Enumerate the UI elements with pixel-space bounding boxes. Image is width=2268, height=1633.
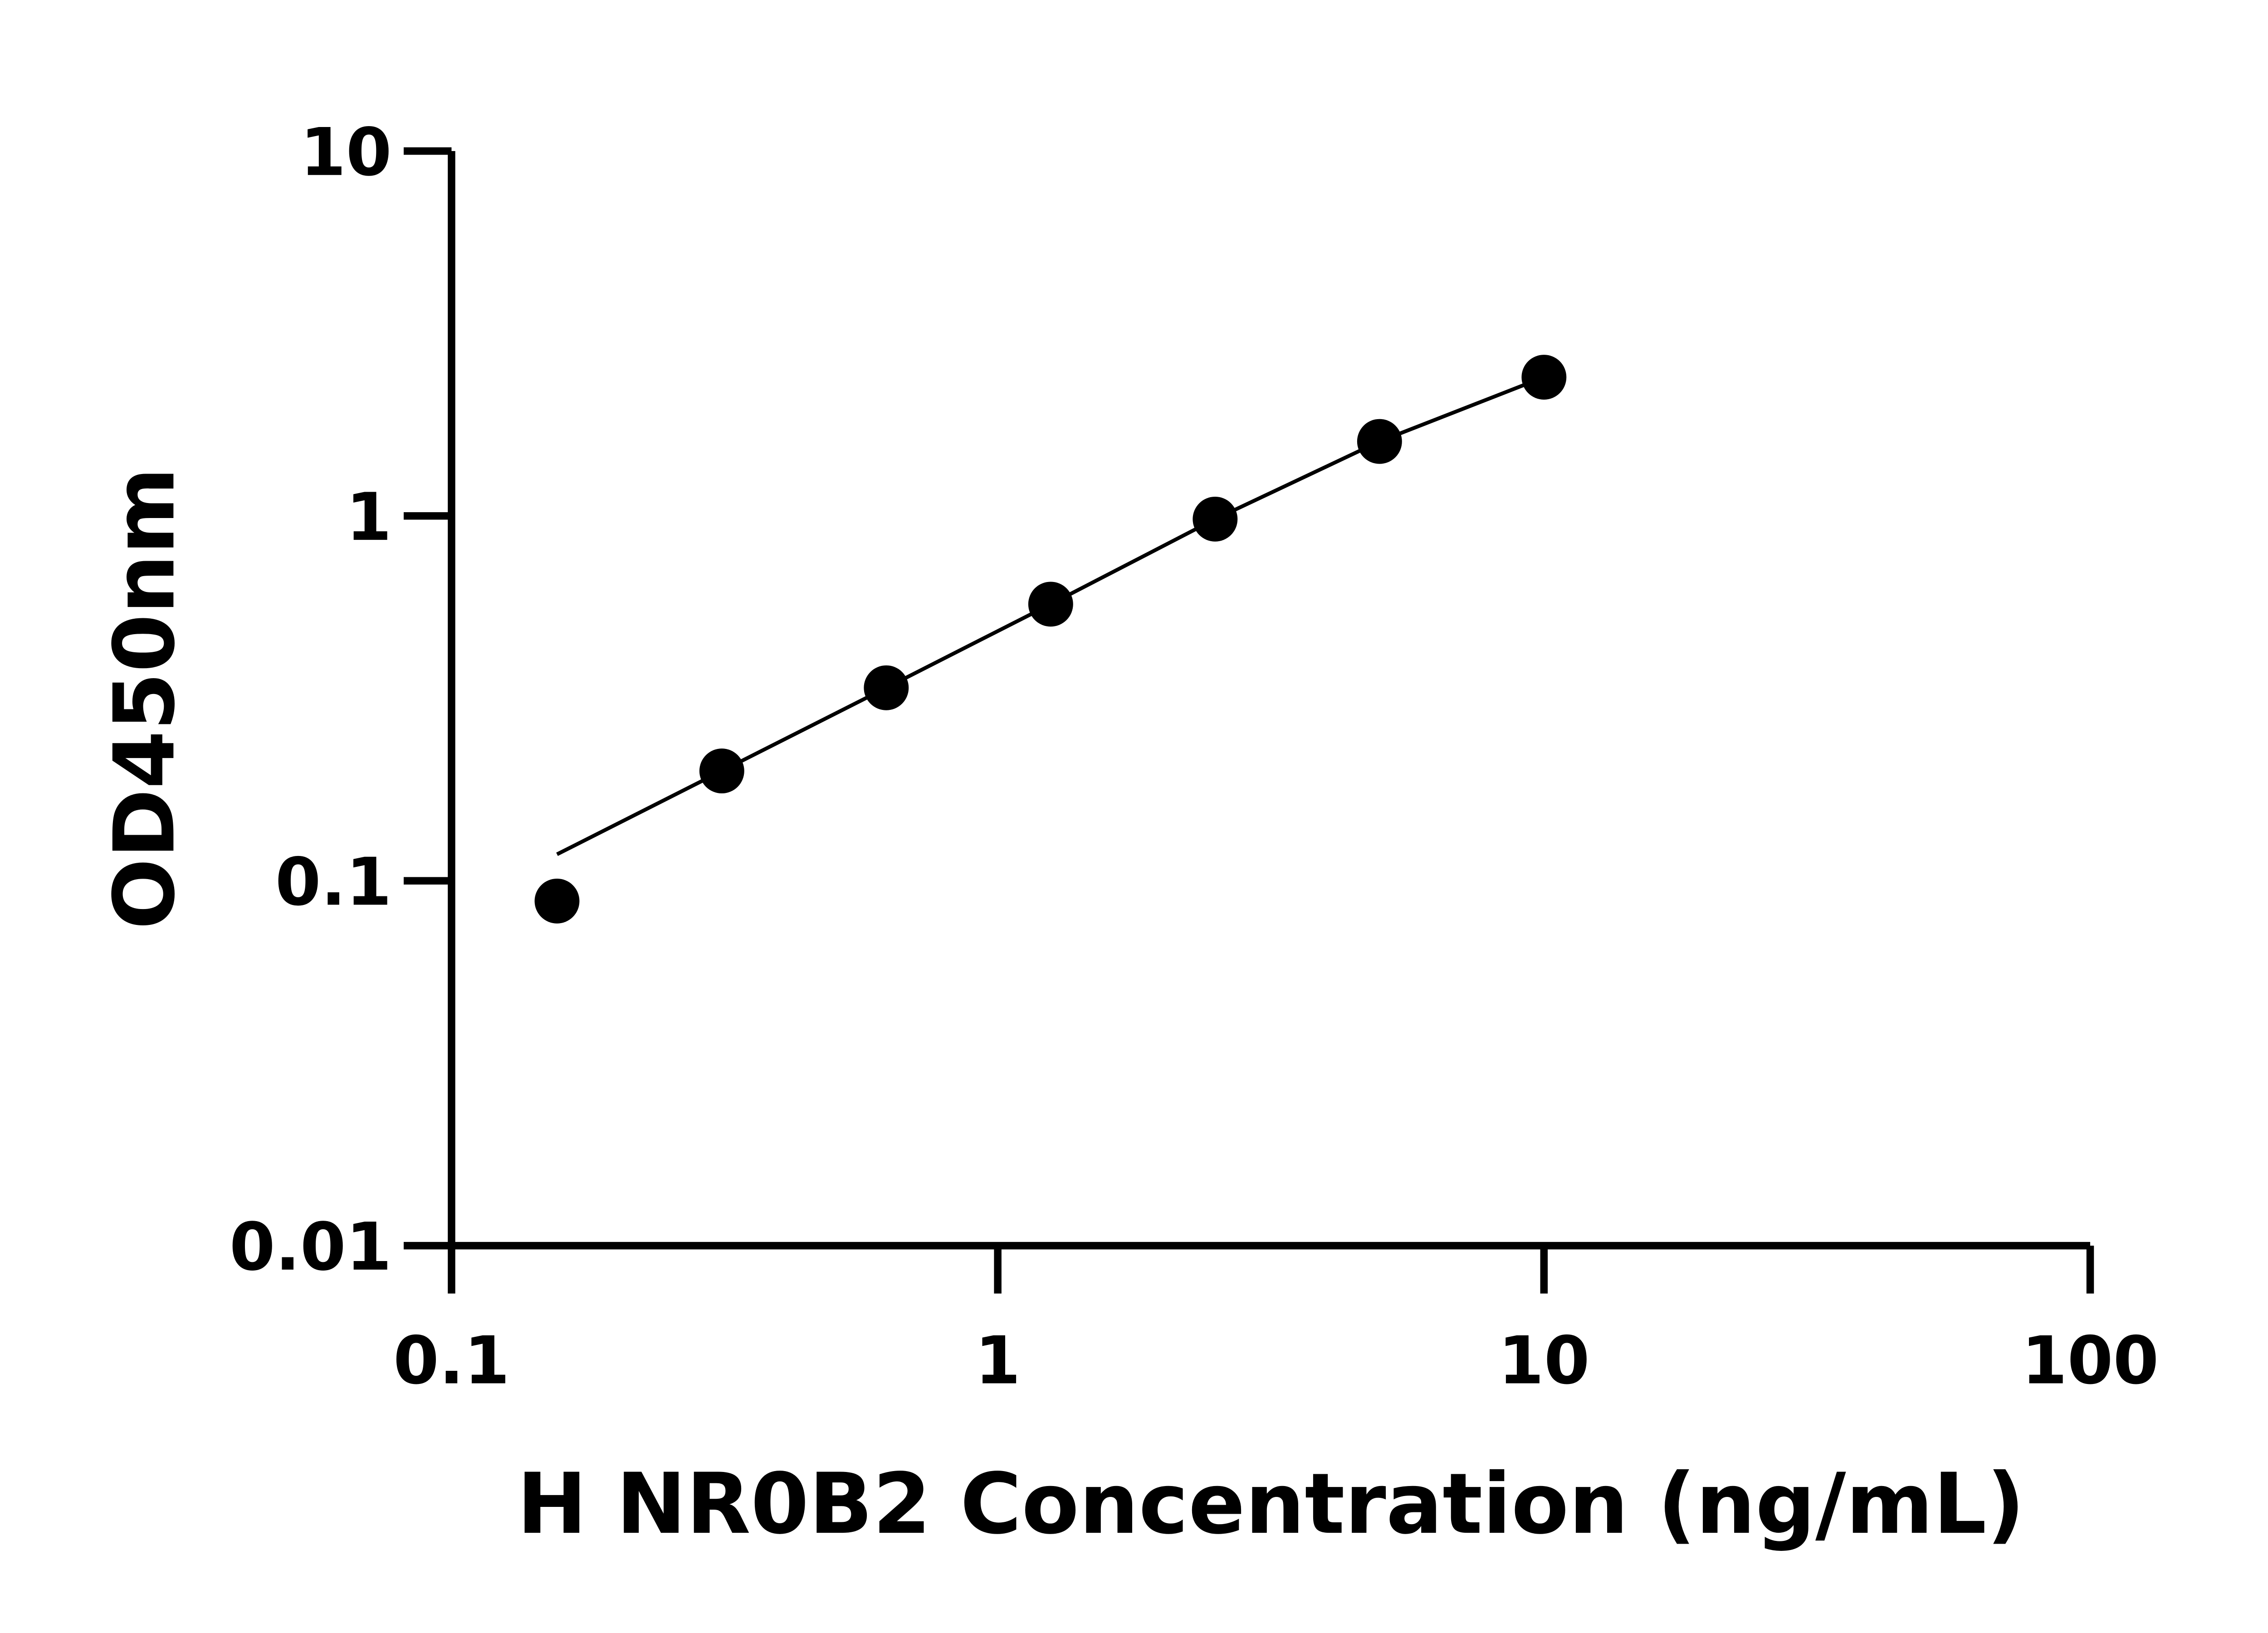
data-point [534,878,580,924]
x-tick-label: 100 [2022,1322,2159,1399]
data-point [1193,496,1238,542]
data-point [699,748,744,794]
x-tick-label: 0.1 [393,1322,510,1399]
y-tick-label: 0.01 [230,1209,392,1286]
x-axis-label: H NR0B2 Concentration (ng/mL) [517,1455,2025,1553]
data-point [1357,419,1402,464]
data-point [1521,355,1567,400]
data-points [534,355,1567,924]
data-point [1028,582,1073,627]
y-axis-label: OD450nm [96,467,193,929]
y-tick-label: 1 [346,479,392,556]
y-tick-label: 0.1 [275,844,392,920]
axes [448,151,2091,1250]
y-tick-label: 10 [300,114,392,191]
x-tick-label: 10 [1498,1322,1590,1399]
data-point [864,665,909,710]
x-tick-label: 1 [975,1322,1021,1399]
